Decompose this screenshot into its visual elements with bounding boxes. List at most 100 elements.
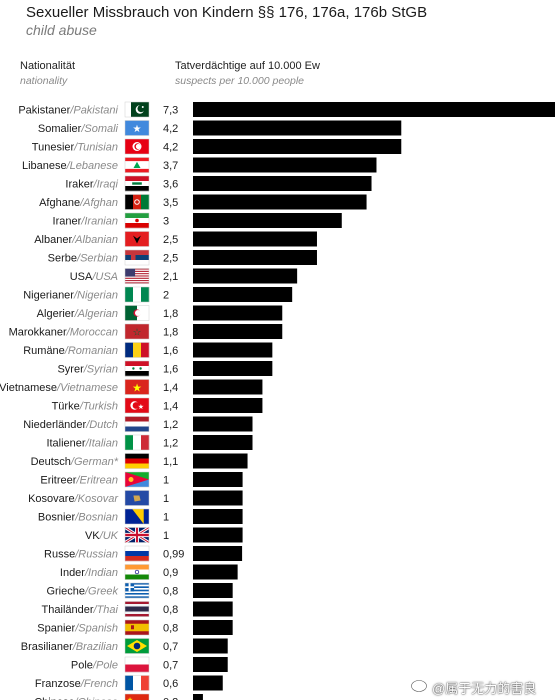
value-label: 1 (163, 493, 169, 505)
value-label: 0,9 (163, 567, 178, 579)
bar (193, 638, 228, 654)
romania-flag-icon (124, 342, 150, 358)
nationality-de: Türke (52, 401, 80, 413)
nationality-en: /Chinese (74, 697, 118, 700)
value-label: 1,6 (163, 345, 178, 357)
nationality-en: /Iraqi (93, 179, 119, 191)
bar (193, 435, 253, 450)
nationality-label: Afghane/Afghan (39, 197, 118, 209)
nationality-en: /Moroccan (66, 327, 118, 339)
value-label: 3,6 (163, 179, 178, 191)
nationality-en: /Romanian (64, 345, 118, 357)
nationality-en: /Vietnamese (56, 382, 118, 394)
value-label: 1,4 (163, 382, 178, 394)
nationality-label: VK/UK (85, 530, 119, 542)
value-label: 0,8 (163, 586, 178, 598)
nationality-label: Pakistaner/Pakistani (18, 105, 118, 117)
nationality-label: Marokkaner/Moroccan (9, 327, 118, 339)
nationality-label: Türke/Turkish (52, 401, 118, 413)
bar (193, 416, 253, 432)
netherlands-flag-icon (124, 416, 150, 432)
bar (193, 379, 263, 395)
nationality-label: Serbe/Serbian (48, 253, 118, 265)
value-label: 1,6 (163, 364, 178, 376)
nationality-de: Franzose (35, 678, 81, 690)
value-label: 1,1 (163, 456, 178, 468)
bar (193, 157, 377, 173)
nationality-en: /Russian (74, 549, 118, 561)
weibo-icon (410, 679, 428, 693)
nationality-header: Nationalität (20, 60, 76, 72)
nationality-de: Brasilianer (21, 641, 73, 653)
nationality-en: /Afghan (79, 197, 118, 209)
nationality-label: Niederländer/Dutch (23, 419, 118, 431)
bar (193, 324, 283, 339)
nationality-label: Algerier/Algerian (37, 308, 118, 320)
greece-flag-icon (124, 582, 150, 599)
bar (193, 361, 273, 376)
algeria-flag-icon (124, 305, 150, 321)
nationality-en: /Thai (93, 604, 119, 616)
nationality-en: /Kosovar (74, 493, 120, 505)
nationality-en: /Brazilian (72, 641, 118, 653)
nationality-header-en: nationality (20, 75, 68, 87)
bar (193, 194, 367, 210)
nationality-de: VK (85, 530, 100, 542)
bosnia-flag-icon (124, 508, 150, 525)
bar (193, 601, 233, 617)
nationality-label: Franzose/French (35, 678, 118, 690)
bar (193, 527, 243, 543)
germany-flag-icon (124, 453, 150, 469)
nationality-en: /Iranian (80, 216, 118, 228)
brazil-flag-icon (124, 638, 150, 654)
nationality-en: /Serbian (76, 253, 118, 265)
nationality-en: /Albanian (71, 234, 118, 246)
value-label: 4,2 (163, 123, 178, 135)
nationality-label: Rumäne/Romanian (23, 345, 118, 357)
nationality-label: Brasilianer/Brazilian (21, 641, 118, 653)
bar (193, 268, 298, 284)
bar (193, 231, 317, 247)
bar (193, 120, 402, 136)
bar (193, 453, 248, 469)
bar (193, 398, 263, 413)
iran-flag-icon (124, 212, 150, 229)
france-flag-icon (124, 675, 150, 691)
nationality-en: /Lebanese (66, 160, 118, 172)
nationality-de: Syrer (57, 364, 84, 376)
nationality-label: Vietnamese/Vietnamese (0, 382, 118, 394)
nationality-label: Spanier/Spanish (37, 623, 118, 635)
nationality-de: Russe (44, 549, 75, 561)
nationality-de: Albaner (34, 234, 72, 246)
value-label: 1,8 (163, 308, 178, 320)
nationality-label: Bosnier/Bosnian (38, 512, 118, 524)
value-label: 2,5 (163, 253, 178, 265)
nationality-de: Niederländer (23, 419, 86, 431)
poland-flag-icon (124, 656, 150, 673)
bar (193, 564, 238, 580)
nationality-de: Thailänder (42, 604, 94, 616)
spain-flag-icon (124, 619, 150, 636)
nationality-en: /UK (99, 530, 119, 542)
nationality-label: Italiener/Italian (46, 438, 118, 450)
nationality-en: /Bosnian (74, 512, 118, 524)
value-label: 1 (163, 512, 169, 524)
chart-title: Sexueller Missbrauch von Kindern §§ 176,… (26, 4, 428, 21)
svg-text:★: ★ (127, 696, 133, 700)
syria-flag-icon (124, 360, 150, 377)
uk-flag-icon (124, 526, 150, 544)
svg-text:★: ★ (138, 403, 144, 411)
value-label: 2,5 (163, 234, 178, 246)
nationality-en: /Eritrean (75, 475, 118, 487)
nationality-en: /Tunisian (73, 142, 118, 154)
svg-text:★: ★ (133, 124, 142, 135)
nationality-label: Libanese/Lebanese (22, 160, 118, 172)
bar (193, 509, 243, 524)
value-label: 0,7 (163, 641, 178, 653)
value-label: 1,2 (163, 419, 178, 431)
bar (193, 694, 203, 700)
bar (193, 139, 402, 154)
nationality-en: /Syrian (83, 364, 118, 376)
value-label: 3,5 (163, 197, 178, 209)
value-label: 3,7 (163, 160, 178, 172)
